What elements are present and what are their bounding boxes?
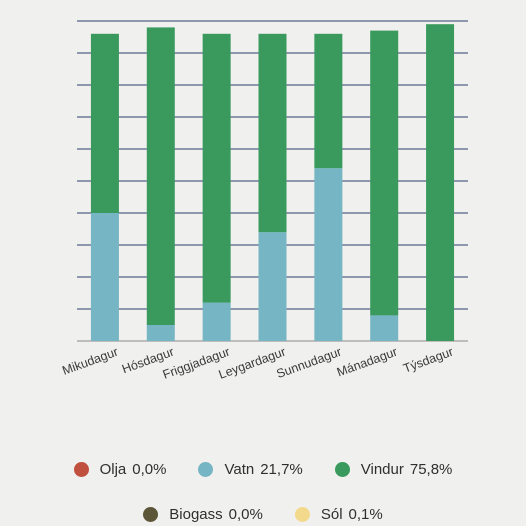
bar-segment-vatn bbox=[90, 213, 119, 341]
x-tick-label: Sunnudagur bbox=[275, 345, 344, 381]
bar-segment-vindur bbox=[146, 27, 175, 326]
legend-item-biogass[interactable]: Biogass 0,0% bbox=[143, 506, 263, 523]
legend-item-vindur[interactable]: Vindur 75,8% bbox=[334, 461, 453, 478]
legend-value: 0,1% bbox=[348, 506, 383, 523]
legend-label: Sól bbox=[320, 506, 343, 523]
legend-row-1: Olja 0,0% Vatn 21,7% Vindur 75,8% bbox=[0, 461, 526, 478]
bar-segment-vindur bbox=[370, 30, 399, 316]
x-tick-label: Mánadagur bbox=[335, 345, 399, 380]
legend-label: Biogass bbox=[169, 506, 223, 523]
bar-segment-vatn bbox=[258, 232, 287, 341]
legend-label: Olja bbox=[99, 461, 127, 478]
bar-segment-vindur bbox=[258, 33, 287, 233]
legend-swatch-sol bbox=[294, 507, 310, 522]
bar-segment-vindur bbox=[314, 33, 343, 169]
legend-item-olja[interactable]: Olja 0,0% bbox=[73, 461, 167, 478]
legend-value: 0,0% bbox=[228, 506, 263, 523]
legend-row-2: Biogass 0,0% Sól 0,1% bbox=[0, 506, 526, 523]
legend-swatch-olja bbox=[73, 462, 89, 477]
bar-segment-vatn bbox=[370, 315, 399, 341]
legend-swatch-vindur bbox=[334, 462, 350, 477]
x-tick-label: Mikudagur bbox=[60, 345, 120, 378]
legend-value: 0,0% bbox=[132, 461, 167, 478]
bar-segment-vindur bbox=[426, 24, 455, 341]
bar-segment-vindur bbox=[202, 33, 231, 303]
bar-segment-vatn bbox=[314, 168, 343, 341]
legend-item-sol[interactable]: Sól 0,1% bbox=[294, 506, 383, 523]
legend-value: 21,7% bbox=[260, 461, 303, 478]
legend-swatch-vatn bbox=[198, 462, 214, 477]
legend-value: 75,8% bbox=[409, 461, 453, 478]
legend-swatch-biogass bbox=[143, 507, 159, 522]
bar-segment-vatn bbox=[202, 302, 231, 341]
bar-segment-vindur bbox=[90, 33, 119, 213]
bar-segment-vatn bbox=[146, 325, 175, 341]
legend-label: Vatn bbox=[224, 461, 255, 478]
legend-item-vatn[interactable]: Vatn 21,7% bbox=[198, 461, 303, 478]
x-tick-label: Týsdagur bbox=[401, 345, 455, 376]
legend-label: Vindur bbox=[360, 461, 404, 478]
